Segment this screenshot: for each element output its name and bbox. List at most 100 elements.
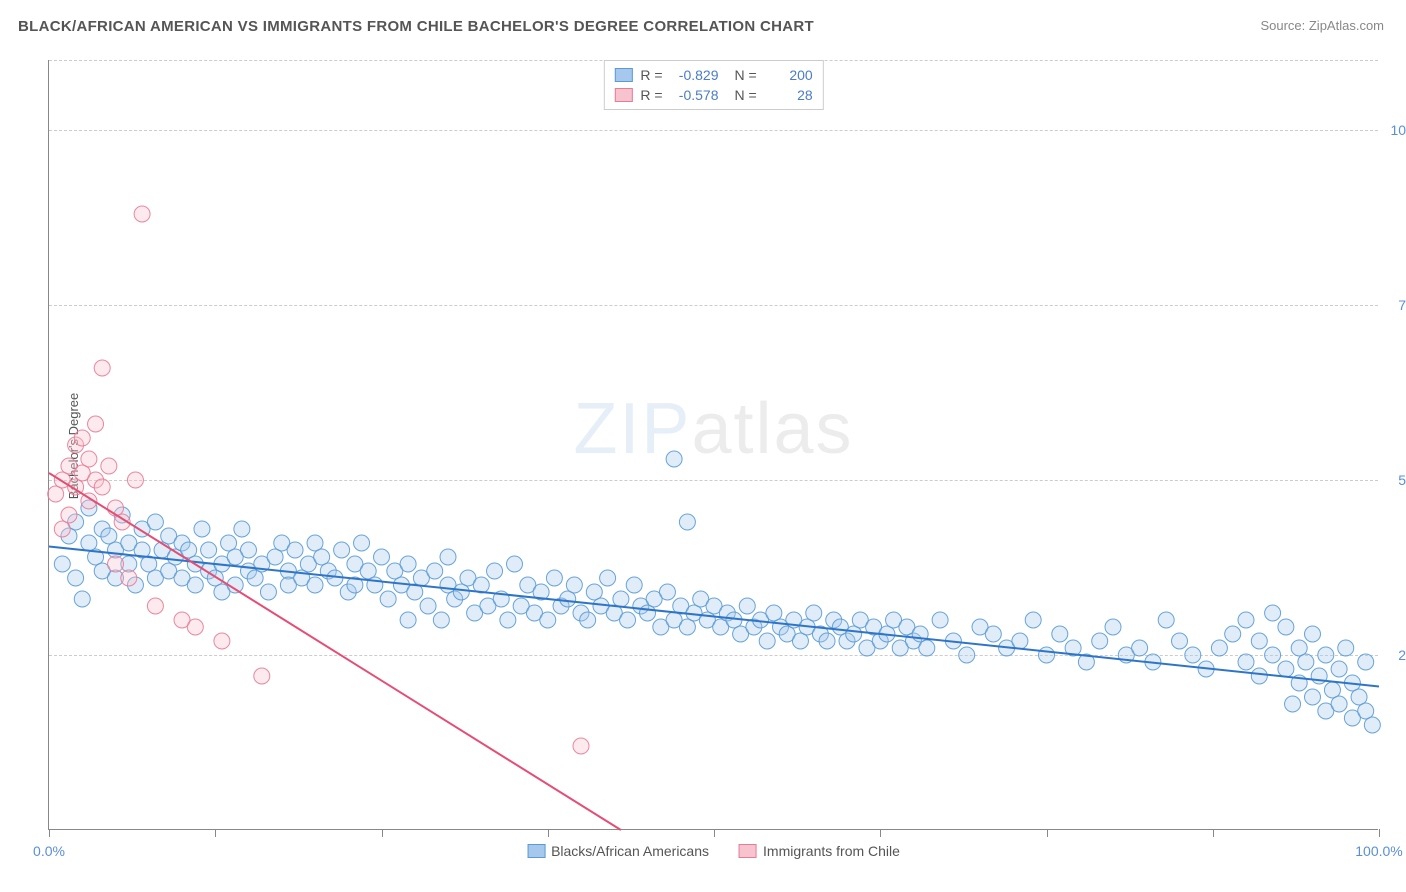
- data-point: [1331, 696, 1347, 712]
- data-point: [440, 549, 456, 565]
- data-point: [666, 451, 682, 467]
- data-point: [1331, 661, 1347, 677]
- legend-swatch: [527, 844, 545, 858]
- data-point: [1285, 696, 1301, 712]
- data-point: [1052, 626, 1068, 642]
- data-point: [1105, 619, 1121, 635]
- data-point: [1278, 619, 1294, 635]
- legend-row: R =-0.829N =200: [614, 65, 812, 85]
- data-point: [932, 612, 948, 628]
- data-point: [241, 542, 257, 558]
- data-point: [234, 521, 250, 537]
- data-point: [546, 570, 562, 586]
- data-point: [1305, 626, 1321, 642]
- x-tick: [49, 829, 50, 837]
- x-tick: [714, 829, 715, 837]
- data-point: [354, 535, 370, 551]
- data-point: [127, 472, 143, 488]
- legend-item: Immigrants from Chile: [739, 843, 900, 859]
- data-point: [1025, 612, 1041, 628]
- data-point: [1298, 654, 1314, 670]
- data-point: [94, 479, 110, 495]
- legend-r-value: -0.578: [671, 87, 719, 103]
- data-point: [134, 206, 150, 222]
- series-legend: Blacks/African Americans Immigrants from …: [527, 843, 900, 859]
- source-credit: Source: ZipAtlas.com: [1260, 18, 1384, 33]
- data-point: [1251, 633, 1267, 649]
- data-point: [1238, 612, 1254, 628]
- data-point: [201, 542, 217, 558]
- data-point: [626, 577, 642, 593]
- data-point: [566, 577, 582, 593]
- data-point: [260, 584, 276, 600]
- data-point: [1358, 654, 1374, 670]
- data-point: [307, 577, 323, 593]
- data-point: [1039, 647, 1055, 663]
- x-tick: [548, 829, 549, 837]
- legend-n-label: N =: [735, 67, 757, 83]
- data-point: [580, 612, 596, 628]
- data-point: [679, 514, 695, 530]
- data-point: [507, 556, 523, 572]
- data-point: [620, 612, 636, 628]
- data-point: [61, 507, 77, 523]
- data-point: [759, 633, 775, 649]
- legend-label: Blacks/African Americans: [551, 843, 709, 859]
- data-point: [1225, 626, 1241, 642]
- data-point: [88, 416, 104, 432]
- legend-item: Blacks/African Americans: [527, 843, 709, 859]
- x-tick: [1047, 829, 1048, 837]
- legend-swatch: [614, 68, 632, 82]
- y-tick-label: 50.0%: [1398, 472, 1406, 488]
- data-point: [287, 542, 303, 558]
- data-point: [68, 570, 84, 586]
- x-tick-label: 100.0%: [1355, 843, 1402, 859]
- x-tick: [1379, 829, 1380, 837]
- data-point: [1251, 668, 1267, 684]
- data-point: [1132, 640, 1148, 656]
- legend-n-label: N =: [735, 87, 757, 103]
- data-point: [108, 556, 124, 572]
- data-point: [427, 563, 443, 579]
- data-point: [919, 640, 935, 656]
- data-point: [540, 612, 556, 628]
- data-point: [1278, 661, 1294, 677]
- data-point: [81, 451, 97, 467]
- data-point: [101, 458, 117, 474]
- x-tick: [1213, 829, 1214, 837]
- data-point: [400, 556, 416, 572]
- data-point: [1092, 633, 1108, 649]
- plot-area: ZIPatlas 25.0%50.0%75.0%100.0% 0.0%100.0…: [48, 60, 1378, 830]
- data-point: [400, 612, 416, 628]
- data-point: [74, 591, 90, 607]
- data-point: [659, 584, 675, 600]
- data-point: [194, 521, 210, 537]
- data-point: [74, 430, 90, 446]
- data-point: [94, 360, 110, 376]
- data-point: [1172, 633, 1188, 649]
- data-point: [187, 577, 203, 593]
- data-point: [1211, 640, 1227, 656]
- data-point: [1265, 647, 1281, 663]
- data-point: [1265, 605, 1281, 621]
- x-tick: [382, 829, 383, 837]
- legend-swatch: [614, 88, 632, 102]
- data-point: [1318, 647, 1334, 663]
- legend-r-value: -0.829: [671, 67, 719, 83]
- y-tick-label: 100.0%: [1391, 122, 1406, 138]
- legend-n-value: 28: [765, 87, 813, 103]
- x-tick: [215, 829, 216, 837]
- legend-r-label: R =: [640, 87, 662, 103]
- legend-row: R = -0.578 N = 28: [614, 85, 812, 105]
- data-point: [1238, 654, 1254, 670]
- data-point: [959, 647, 975, 663]
- data-point: [1012, 633, 1028, 649]
- data-point: [121, 570, 137, 586]
- data-point: [985, 626, 1001, 642]
- trend-line: [49, 473, 621, 830]
- trend-line: [49, 547, 1379, 687]
- x-tick: [880, 829, 881, 837]
- data-point: [613, 591, 629, 607]
- x-tick-label: 0.0%: [33, 843, 65, 859]
- legend-swatch: [739, 844, 757, 858]
